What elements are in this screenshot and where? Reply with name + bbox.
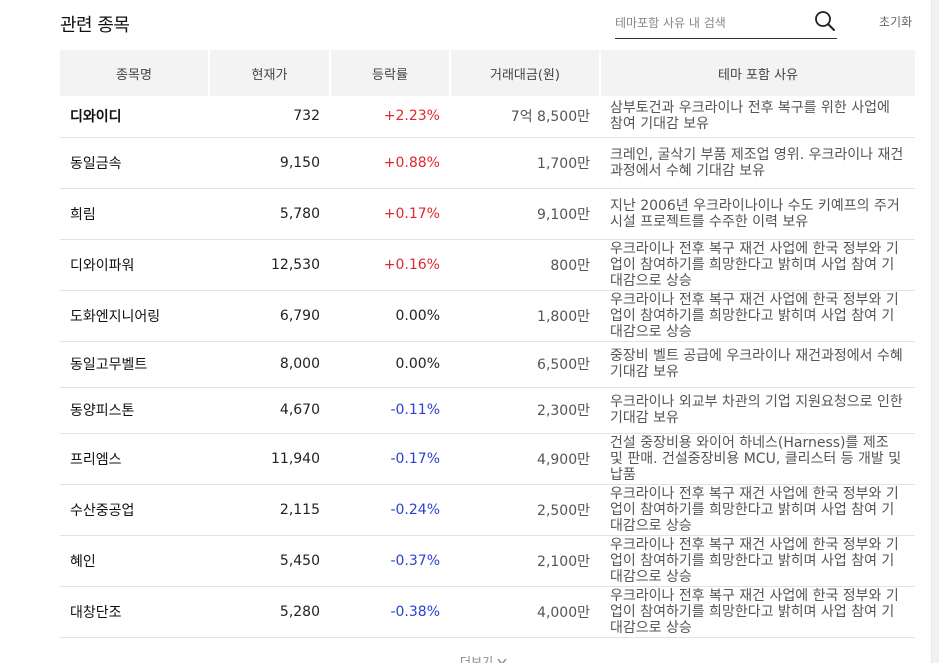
stock-volume: 6,500만: [450, 341, 600, 388]
stock-volume: 4,000만: [450, 586, 600, 638]
stock-rate: 0.00%: [330, 341, 450, 388]
search-box: [615, 6, 837, 39]
stock-rate: -0.24%: [330, 484, 450, 536]
stock-reason: 우크라이나 전후 복구 재건 사업에 한국 정부와 기업이 참여하기를 희망한다…: [600, 535, 915, 587]
stock-reason: 삼부토건과 우크라이나 전후 복구를 위한 사업에 참여 기대감 보유: [600, 96, 915, 138]
table-header-row: 종목명 현재가 등락률 거래대금(원) 테마 포함 사유: [60, 50, 915, 96]
table-row[interactable]: 희림 5,780 +0.17% 9,100만 지난 2006년 우크라이나이나 …: [60, 188, 915, 240]
stock-name[interactable]: 디와이디: [60, 96, 209, 138]
stock-name[interactable]: 디와이파워: [60, 239, 209, 291]
stock-rate: +0.17%: [330, 188, 450, 240]
stock-name[interactable]: 도화엔지니어링: [60, 290, 209, 342]
table-row[interactable]: 디와이파워 12,530 +0.16% 800만 우크라이나 전후 복구 재건 …: [60, 239, 915, 291]
stock-reason: 중장비 벨트 공급에 우크라이나 재건과정에서 수혜 기대감 보유: [600, 341, 915, 388]
stock-name[interactable]: 동양피스톤: [60, 387, 209, 434]
reset-button[interactable]: 초기화: [879, 15, 913, 29]
stock-price: 4,670: [209, 387, 330, 434]
stock-rate: +0.16%: [330, 239, 450, 291]
stock-price: 5,780: [209, 188, 330, 240]
stock-volume: 2,500만: [450, 484, 600, 536]
section-header: 관련 종목 초기화: [60, 0, 915, 46]
stock-price: 6,790: [209, 290, 330, 342]
section-title: 관련 종목: [60, 15, 130, 36]
stock-price: 9,150: [209, 137, 330, 189]
stock-reason: 우크라이나 전후 복구 재건 사업에 한국 정부와 기업이 참여하기를 희망한다…: [600, 484, 915, 536]
stock-price: 5,280: [209, 586, 330, 638]
stock-price: 12,530: [209, 239, 330, 291]
table-row[interactable]: 동일고무벨트 8,000 0.00% 6,500만 중장비 벨트 공급에 우크라…: [60, 341, 915, 388]
stock-rate: -0.17%: [330, 433, 450, 485]
stock-volume: 2,100만: [450, 535, 600, 587]
stock-price: 11,940: [209, 433, 330, 485]
stock-reason: 우크라이나 전후 복구 재건 사업에 한국 정부와 기업이 참여하기를 희망한다…: [600, 290, 915, 342]
column-header-reason: 테마 포함 사유: [600, 50, 915, 96]
related-stocks-table: 종목명 현재가 등락률 거래대금(원) 테마 포함 사유 디와이디 732 +2…: [60, 50, 915, 638]
table-row[interactable]: 혜인 5,450 -0.37% 2,100만 우크라이나 전후 복구 재건 사업…: [60, 535, 915, 587]
more-label: 더보기: [460, 655, 494, 663]
stock-name[interactable]: 수산중공업: [60, 484, 209, 536]
stock-name[interactable]: 대창단조: [60, 586, 209, 638]
stock-rate: 0.00%: [330, 290, 450, 342]
stock-volume: 4,900만: [450, 433, 600, 485]
chevron-down-icon: [497, 655, 507, 663]
column-header-name: 종목명: [60, 50, 210, 96]
stock-reason: 건설 중장비용 와이어 하네스(Harness)를 제조 및 판매. 건설중장비…: [600, 433, 915, 485]
table-row[interactable]: 대창단조 5,280 -0.38% 4,000만 우크라이나 전후 복구 재건 …: [60, 586, 915, 638]
stock-reason: 우크라이나 전후 복구 재건 사업에 한국 정부와 기업이 참여하기를 희망한다…: [600, 239, 915, 291]
stock-rate: -0.38%: [330, 586, 450, 638]
table-row[interactable]: 동일금속 9,150 +0.88% 1,700만 크레인, 굴삭기 부품 제조업…: [60, 137, 915, 189]
stock-reason: 지난 2006년 우크라이나이나 수도 키예프의 주거시설 프로젝트를 수주한 …: [600, 188, 915, 240]
stock-volume: 1,700만: [450, 137, 600, 189]
stock-price: 732: [209, 96, 330, 138]
stock-name[interactable]: 동일고무벨트: [60, 341, 209, 388]
search-icon[interactable]: [813, 9, 837, 33]
table-row[interactable]: 프리엠스 11,940 -0.17% 4,900만 건설 중장비용 와이어 하네…: [60, 433, 915, 485]
stock-volume: 7억 8,500만: [450, 96, 600, 138]
search-input[interactable]: [615, 12, 805, 34]
stock-volume: 1,800만: [450, 290, 600, 342]
stock-reason: 우크라이나 전후 복구 재건 사업에 한국 정부와 기업이 참여하기를 희망한다…: [600, 586, 915, 638]
stock-price: 5,450: [209, 535, 330, 587]
column-header-price: 현재가: [209, 50, 331, 96]
stock-price: 8,000: [209, 341, 330, 388]
stock-name[interactable]: 희림: [60, 188, 209, 240]
more-button[interactable]: 더보기: [460, 653, 507, 663]
stock-rate: +0.88%: [330, 137, 450, 189]
stock-name[interactable]: 프리엠스: [60, 433, 209, 485]
stock-rate: -0.11%: [330, 387, 450, 434]
stock-name[interactable]: 혜인: [60, 535, 209, 587]
stock-rate: -0.37%: [330, 535, 450, 587]
scrollbar[interactable]: [931, 0, 939, 663]
stock-volume: 2,300만: [450, 387, 600, 434]
table-row[interactable]: 수산중공업 2,115 -0.24% 2,500만 우크라이나 전후 복구 재건…: [60, 484, 915, 536]
stock-volume: 800만: [450, 239, 600, 291]
stock-name[interactable]: 동일금속: [60, 137, 209, 189]
column-header-volume: 거래대금(원): [450, 50, 601, 96]
stock-price: 2,115: [209, 484, 330, 536]
table-row[interactable]: 디와이디 732 +2.23% 7억 8,500만 삼부토건과 우크라이나 전후…: [60, 96, 915, 138]
stock-rate: +2.23%: [330, 96, 450, 138]
stock-reason: 크레인, 굴삭기 부품 제조업 영위. 우크라이나 재건과정에서 수혜 기대감 …: [600, 137, 915, 189]
stock-reason: 우크라이나 외교부 차관의 기업 지원요청으로 인한 기대감 보유: [600, 387, 915, 434]
table-row[interactable]: 도화엔지니어링 6,790 0.00% 1,800만 우크라이나 전후 복구 재…: [60, 290, 915, 342]
column-header-rate: 등락률: [330, 50, 451, 96]
stock-volume: 9,100만: [450, 188, 600, 240]
table-row[interactable]: 동양피스톤 4,670 -0.11% 2,300만 우크라이나 외교부 차관의 …: [60, 387, 915, 434]
